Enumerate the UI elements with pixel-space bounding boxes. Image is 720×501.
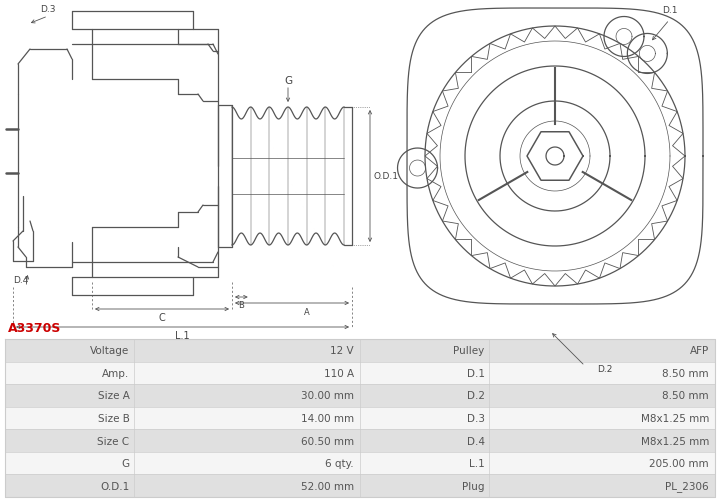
Text: D.4: D.4 [13,276,28,285]
Bar [5,429,360,452]
Text: 14.00 mm: 14.00 mm [301,413,354,423]
Text: D.3: D.3 [467,413,485,423]
Bar [360,362,715,384]
Text: Amp.: Amp. [102,368,130,378]
Text: 110 A: 110 A [324,368,354,378]
Bar [5,384,360,407]
Text: AFP: AFP [690,346,709,356]
Text: Pulley: Pulley [454,346,485,356]
Bar [5,452,360,474]
Bar [5,474,360,497]
Text: G: G [284,76,292,86]
Bar [5,362,360,384]
Text: L.1: L.1 [175,330,190,340]
Text: 8.50 mm: 8.50 mm [662,391,709,401]
Text: M8x1.25 mm: M8x1.25 mm [641,436,709,446]
Text: C: C [158,313,166,322]
Bar [360,474,715,497]
Text: 8.50 mm: 8.50 mm [662,368,709,378]
Text: B: B [238,301,244,310]
Text: 60.50 mm: 60.50 mm [301,436,354,446]
Text: D.4: D.4 [467,436,485,446]
Text: PL_2306: PL_2306 [665,480,709,491]
Bar [360,429,715,452]
Text: O.D.1: O.D.1 [100,481,130,491]
Bar [360,452,715,474]
Text: 205.00 mm: 205.00 mm [649,458,709,468]
Text: Size C: Size C [97,436,130,446]
Text: D.2: D.2 [467,391,485,401]
Bar [5,407,360,429]
Text: 52.00 mm: 52.00 mm [301,481,354,491]
Text: 6 qty.: 6 qty. [325,458,354,468]
Text: L.1: L.1 [469,458,485,468]
Text: D.2: D.2 [598,364,613,373]
Bar [5,339,360,362]
Text: 30.00 mm: 30.00 mm [301,391,354,401]
Text: A: A [304,308,310,316]
Bar [360,407,715,429]
Text: D.1: D.1 [467,368,485,378]
Text: Plug: Plug [462,481,485,491]
Text: D.1: D.1 [662,6,678,15]
Text: A3370S: A3370S [8,321,61,334]
Text: O.D.1: O.D.1 [374,172,399,181]
Bar [360,339,715,362]
Text: D.3: D.3 [40,5,55,14]
Bar [360,384,715,407]
Text: G: G [122,458,130,468]
Text: 12 V: 12 V [330,346,354,356]
Text: Size B: Size B [98,413,130,423]
Text: M8x1.25 mm: M8x1.25 mm [641,413,709,423]
Text: Size A: Size A [98,391,130,401]
Text: Voltage: Voltage [90,346,130,356]
